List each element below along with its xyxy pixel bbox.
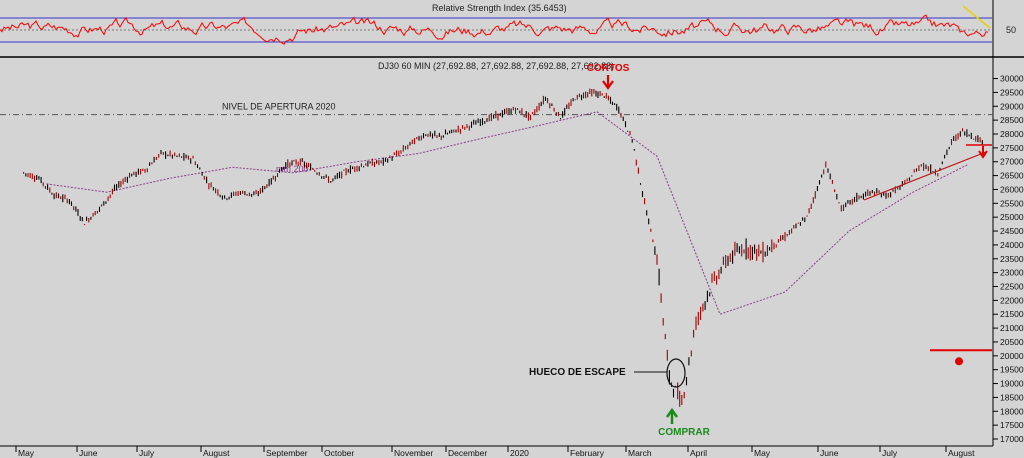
time-tick-label: May bbox=[754, 448, 771, 458]
price-tick-label: 21000 bbox=[1000, 323, 1024, 333]
price-candles bbox=[23, 88, 983, 407]
price-tick-label: 29000 bbox=[1000, 101, 1024, 111]
price-axis: 17000 17500 18000 18500 19000 19500 20000 20500… bbox=[993, 74, 1024, 444]
price-tick-label: 27500 bbox=[1000, 143, 1024, 153]
time-tick-label: July bbox=[139, 448, 155, 458]
price-tick-label: 22000 bbox=[1000, 295, 1024, 305]
price-tick-label: 29500 bbox=[1000, 87, 1024, 97]
price-tick-label: 26500 bbox=[1000, 171, 1024, 181]
price-tick-label: 27000 bbox=[1000, 157, 1024, 167]
rsi-panel: Relative Strength Index (35.6453) 50 bbox=[0, 0, 1016, 56]
price-tick-label: 23000 bbox=[1000, 268, 1024, 278]
time-tick-label: May bbox=[18, 448, 35, 458]
price-tick-label: 28500 bbox=[1000, 115, 1024, 125]
price-tick-label: 18500 bbox=[1000, 392, 1024, 402]
target-marker-icon bbox=[955, 357, 963, 366]
rsi-line bbox=[0, 14, 989, 46]
time-tick-label: September bbox=[266, 448, 308, 458]
time-tick-label: August bbox=[948, 448, 975, 458]
open-level-label: NIVEL DE APERTURA 2020 bbox=[222, 102, 336, 112]
moving-average-200-line bbox=[46, 111, 969, 315]
time-tick-label: July bbox=[882, 448, 898, 458]
price-tick-label: 28000 bbox=[1000, 129, 1024, 139]
time-tick-label: December bbox=[448, 448, 487, 458]
time-tick-label: April bbox=[690, 448, 707, 458]
support-trendline bbox=[863, 151, 987, 201]
price-tick-label: 17000 bbox=[1000, 434, 1024, 444]
buy-arrow-icon bbox=[665, 407, 679, 424]
price-tick-label: 24500 bbox=[1000, 226, 1024, 236]
price-tick-label: 20500 bbox=[1000, 337, 1024, 347]
price-tick-label: 26000 bbox=[1000, 184, 1024, 194]
price-tick-label: 18000 bbox=[1000, 406, 1024, 416]
buy-signal-label: COMPRAR bbox=[658, 427, 710, 438]
price-tick-label: 24000 bbox=[1000, 240, 1024, 250]
price-tick-label: 23500 bbox=[1000, 254, 1024, 264]
gap-circle bbox=[666, 358, 686, 388]
rsi-trendline bbox=[962, 5, 991, 29]
short-arrow-icon bbox=[602, 75, 614, 90]
time-axis: May June July August September October Novembe… bbox=[15, 446, 975, 458]
rsi-level-label: 50 bbox=[1006, 25, 1016, 35]
moving-average-label: mm 200 bbox=[276, 164, 309, 174]
breakdown-arrow-icon bbox=[978, 146, 988, 159]
short-signal-label: CORTOS bbox=[587, 63, 630, 74]
time-tick-label: June bbox=[820, 448, 839, 458]
time-tick-label: June bbox=[79, 448, 98, 458]
price-tick-label: 21500 bbox=[1000, 309, 1024, 319]
price-tick-label: 20000 bbox=[1000, 351, 1024, 361]
time-tick-label: August bbox=[203, 448, 230, 458]
gap-label: HUECO DE ESCAPE bbox=[529, 367, 626, 378]
time-tick-label: 2020 bbox=[510, 448, 529, 458]
time-tick-label: February bbox=[570, 448, 605, 458]
price-tick-label: 17500 bbox=[1000, 420, 1024, 430]
price-tick-label: 19000 bbox=[1000, 379, 1024, 389]
price-panel: DJ30 60 MIN (27,692.88, 27,692.88, 27,69… bbox=[0, 61, 993, 438]
time-tick-label: November bbox=[394, 448, 433, 458]
rsi-title: Relative Strength Index (35.6453) bbox=[432, 3, 567, 13]
price-tick-label: 19500 bbox=[1000, 365, 1024, 375]
price-title: DJ30 60 MIN (27,692.88, 27,692.88, 27,69… bbox=[378, 61, 614, 71]
price-tick-label: 25500 bbox=[1000, 198, 1024, 208]
price-tick-label: 25000 bbox=[1000, 212, 1024, 222]
price-tick-label: 22500 bbox=[1000, 282, 1024, 292]
time-tick-label: March bbox=[628, 448, 652, 458]
price-tick-label: 30000 bbox=[1000, 74, 1024, 84]
time-tick-label: October bbox=[324, 448, 354, 458]
